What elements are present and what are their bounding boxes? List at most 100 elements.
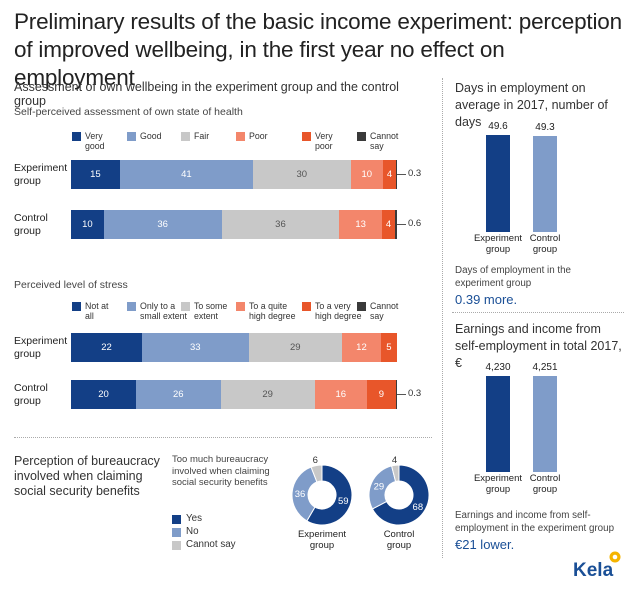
column-category-line: group [485,484,511,495]
legend-line: To some [194,301,228,311]
stacked-bar: 10 36 36 13 4 [71,210,397,239]
legend-line: all [85,311,94,321]
donut-slice-yes [371,464,430,526]
donut-label-line: Control [383,529,415,540]
stacked-bar: 22 33 29 12 5 [71,333,397,362]
stress-subtitle: Perceived level of stress [14,279,128,291]
stacked-bar: 15 41 30 10 4 [71,160,397,189]
legend-swatch-4 [302,132,311,141]
bar-segment-very-poor: 4 [381,210,395,239]
page-title: Preliminary results of the basic income … [14,9,622,90]
donut-label: Control group [364,529,434,551]
column-value: 49.6 [488,121,508,132]
column-category-line: Control [529,473,561,484]
legend-line: say [370,311,384,321]
legend-label-0: Very good [85,131,105,151]
row-label-line: group [14,395,41,407]
bar-segment-not-at-all: 22 [71,333,142,362]
legend-swatch-2 [181,132,190,141]
donut-value-no: 29 [374,482,385,493]
column-category-line: group [532,484,558,495]
legend-line: Poor [249,131,268,141]
legend-line: say [370,141,384,151]
bar-segment-fair: 36 [221,210,340,239]
bar-segment-to-a-quite-high-degree: 12 [342,333,381,362]
legend-label-1: Good [140,131,162,141]
legend-line: extent [194,311,218,321]
legend-swatch-0 [72,132,81,141]
bar-segment-to-some-extent: 29 [248,333,343,362]
kela-logo: Kela [573,560,614,581]
legend-label-2: To some extent [194,301,227,321]
legend-swatch-5 [357,132,366,141]
legend-line: Cannot [370,301,399,311]
legend-line: Very [315,131,333,141]
legend-line: To a very [315,301,351,311]
legend-swatch-no [172,528,181,537]
legend-label-5: Cannot say [370,131,398,151]
row-label: Experiment group [14,162,69,188]
bar-segment-poor: 10 [350,160,383,189]
days-note: Days of employment in the experiment gro… [455,265,571,289]
legend-label-5: Cannot say [370,301,398,321]
end-leader-line [397,394,406,395]
legend-label-2: Fair [194,131,209,141]
legend-line: high degree [315,311,362,321]
row-label-line: group [14,175,41,187]
legend-line: poor [315,141,333,151]
donut-slice-yes [306,464,353,526]
row-label-line: Experiment [14,335,68,347]
end-leader-line [397,224,406,225]
end-value-label: 0.6 [408,218,422,229]
legend-line: Cannot [370,131,399,141]
donut-label: Experiment group [287,529,357,551]
donut-label-line: group [386,540,412,551]
legend-swatch-3 [236,302,245,311]
legend-label-4: To a very high degree [315,301,361,321]
bar-segment-fair: 30 [253,160,351,189]
legend-line: small extent [140,311,187,321]
legend-line: Good [140,131,162,141]
column-bar-control-group [533,376,557,472]
legend-line: To a quite [249,301,288,311]
row-label-line: Control [14,382,48,394]
bar-segment-good: 41 [119,160,253,189]
legend-label-4: Very poor [315,131,333,151]
legend-line: Not at [85,301,109,311]
kela-logo-mark [609,551,621,563]
column-category-line: Experiment [473,233,523,244]
column-bar-experiment-group [486,135,510,232]
bar-segment-to-a-very-high-degree: 5 [380,333,397,362]
column-category-line: Experiment [473,473,523,484]
wellbeing-heading: Assessment of own wellbeing in the exper… [14,80,399,108]
divider-horizontal [14,437,432,438]
column-category: Control group [515,233,575,255]
end-value-label: 0.3 [408,168,422,179]
bar-segment-to-some-extent: 29 [220,380,315,409]
donut-label-line: group [309,540,335,551]
donut-slice-cannot-say [310,464,323,483]
days-heading: Days in employment on average in 2017, n… [455,81,608,129]
earnings-note: Earnings and income from self-employment… [455,510,615,534]
bar-segment-not-at-all: 20 [71,380,136,409]
row-label: Experiment group [14,335,69,361]
days-highlight: 0.39 more. [455,292,518,307]
legend-line: Very [85,131,103,141]
legend-label-yes: Yes [186,513,202,524]
bureaucracy-question: Too much bureaucracy involved when claim… [172,454,270,488]
health-subtitle: Self-perceived assessment of own state o… [14,106,243,118]
bar-segment-good: 36 [103,210,222,239]
end-value-label: 0.3 [408,388,422,399]
bureaucracy-heading: Perception of bureaucracy involved when … [14,454,160,498]
row-label-line: Experiment [14,162,68,174]
column-category-line: group [485,244,511,255]
legend-label-3: Poor [249,131,268,141]
column-category: Experiment group [468,473,528,495]
end-leader-line [397,174,406,175]
bar-segment-only-to-a-small-extent: 26 [136,380,221,409]
row-label: Control group [14,382,69,408]
donut-value-yes: 59 [338,496,349,507]
legend-label-1: Only to a small extent [140,301,187,321]
bar-segment-poor: 13 [339,210,382,239]
